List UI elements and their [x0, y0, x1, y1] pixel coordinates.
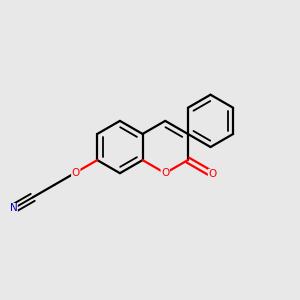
Text: O: O: [72, 167, 80, 178]
Text: O: O: [161, 168, 169, 178]
Text: N: N: [10, 203, 17, 214]
Text: O: O: [208, 169, 217, 179]
